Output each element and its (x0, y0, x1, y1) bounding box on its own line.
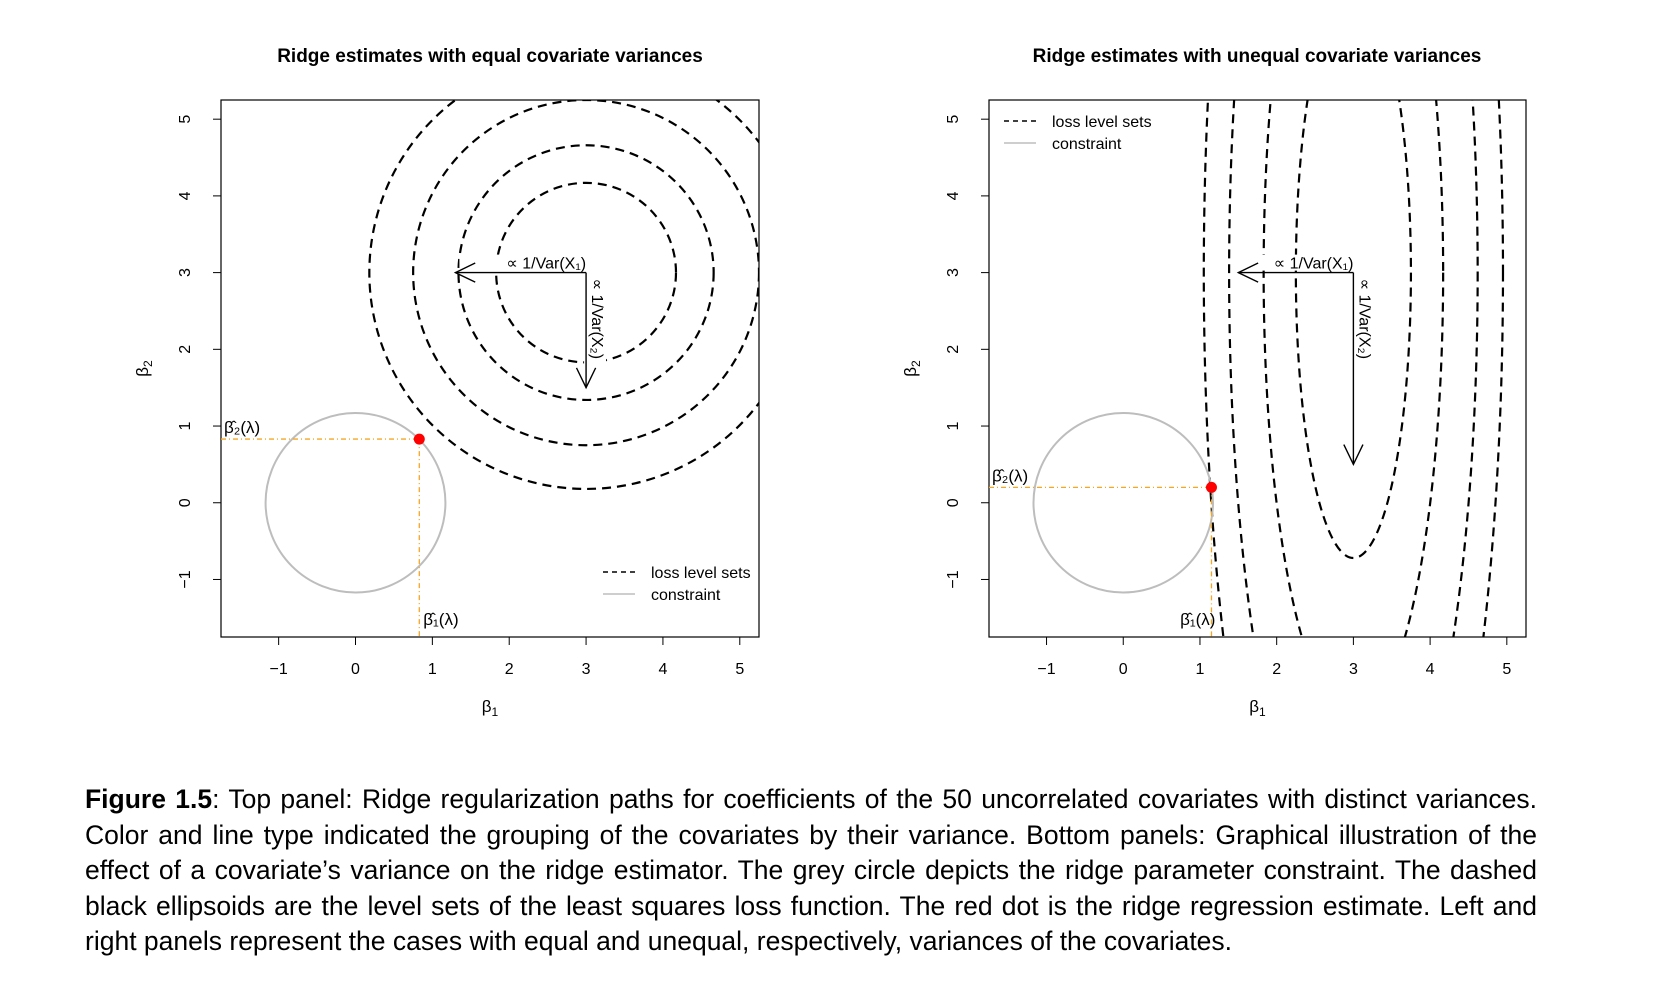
y-tick-label: 1 (945, 421, 962, 430)
constraint-circle (1032, 411, 1215, 594)
y-tick-label: 4 (945, 191, 962, 200)
x-tick-label: 2 (505, 661, 514, 678)
x-tick-label: −1 (270, 661, 288, 678)
beta2-hat-label: β̂₂(λ) (224, 418, 260, 437)
x-tick-label: 4 (1426, 661, 1435, 678)
x-tick-label: 2 (1272, 661, 1281, 678)
loss-level-set (1294, 100, 1413, 559)
left-panel: Ridge estimates with equal covariate var… (133, 46, 760, 719)
arrow-label-var-x1: ∝ 1/Var(X₁) (506, 256, 586, 273)
arrow-label-var-x2: ∝ 1/Var(X₂) (588, 279, 605, 359)
figure-caption: Figure 1.5: Top panel: Ridge regularizat… (85, 782, 1537, 960)
loss-level-set (1228, 100, 1479, 637)
arrow-label-bg (584, 276, 607, 382)
legend-box (591, 554, 757, 612)
x-tick-label: 4 (658, 661, 667, 678)
legend-label-loss: loss level sets (1052, 114, 1152, 131)
y-tick-label: 3 (177, 268, 194, 277)
arrow-head (1343, 444, 1364, 467)
beta1-hat-label: β̂₁(λ) (1180, 610, 1215, 629)
plot-frame (988, 99, 1527, 638)
arrow-head (575, 367, 597, 390)
x-tick-label: 1 (428, 661, 437, 678)
arrow-head (1236, 262, 1259, 283)
caption-text: : Top panel: Ridge regularization paths … (85, 784, 1537, 956)
plot-title: Ridge estimates with equal covariate var… (277, 46, 703, 67)
loss-level-set (457, 144, 715, 402)
y-tick-label: −1 (177, 570, 194, 588)
plot-title: Ridge estimates with unequal covariate v… (1033, 46, 1482, 67)
y-tick-label: 3 (945, 268, 962, 277)
legend-label-loss: loss level sets (651, 565, 751, 582)
legend-box (992, 103, 1158, 161)
arrow-label-var-x1: ∝ 1/Var(X₁) (1274, 256, 1354, 273)
y-tick-label: 0 (945, 498, 962, 507)
y-tick-label: 2 (177, 345, 194, 354)
x-tick-label: −1 (1037, 661, 1055, 678)
legend-label-constraint: constraint (1052, 136, 1122, 153)
y-tick-label: 5 (177, 115, 194, 124)
y-tick-label: 0 (177, 498, 194, 507)
y-axis-label: β2 (133, 360, 155, 377)
y-tick-label: 1 (177, 421, 194, 430)
x-tick-label: 0 (1119, 661, 1128, 678)
y-tick-label: 4 (177, 191, 194, 200)
loss-level-set (368, 100, 759, 490)
arrow-label-bg (1351, 276, 1374, 459)
beta1-hat-label: β̂₁(λ) (423, 610, 458, 629)
x-tick-label: 3 (582, 661, 591, 678)
beta2-hat-label: β̂₂(λ) (992, 466, 1028, 485)
loss-level-set (1202, 100, 1505, 637)
arrow-label-var-x2: ∝ 1/Var(X₂) (1355, 279, 1372, 359)
arrow-label-bg (1242, 254, 1358, 271)
figure-plots: Ridge estimates with equal covariate var… (133, 46, 1527, 719)
x-tick-label: 5 (1502, 661, 1511, 678)
x-axis-label: β1 (1249, 697, 1266, 719)
loss-level-set (412, 100, 759, 447)
y-axis-label: β2 (901, 360, 923, 377)
constraint-circle (264, 411, 447, 594)
caption-label: Figure 1.5 (85, 784, 213, 814)
x-tick-label: 1 (1196, 661, 1205, 678)
x-tick-label: 0 (351, 661, 360, 678)
x-tick-label: 5 (735, 661, 744, 678)
ridge-estimate-point (413, 433, 425, 445)
x-tick-label: 3 (1349, 661, 1358, 678)
y-tick-label: 2 (945, 345, 962, 354)
x-axis-label: β1 (482, 697, 499, 719)
arrow-label-bg (459, 254, 591, 271)
right-panel: Ridge estimates with unequal covariate v… (901, 46, 1527, 719)
y-tick-label: −1 (945, 570, 962, 588)
y-tick-label: 5 (945, 115, 962, 124)
ridge-estimate-point (1205, 481, 1217, 493)
legend-label-constraint: constraint (651, 587, 721, 604)
arrow-head (453, 262, 476, 283)
